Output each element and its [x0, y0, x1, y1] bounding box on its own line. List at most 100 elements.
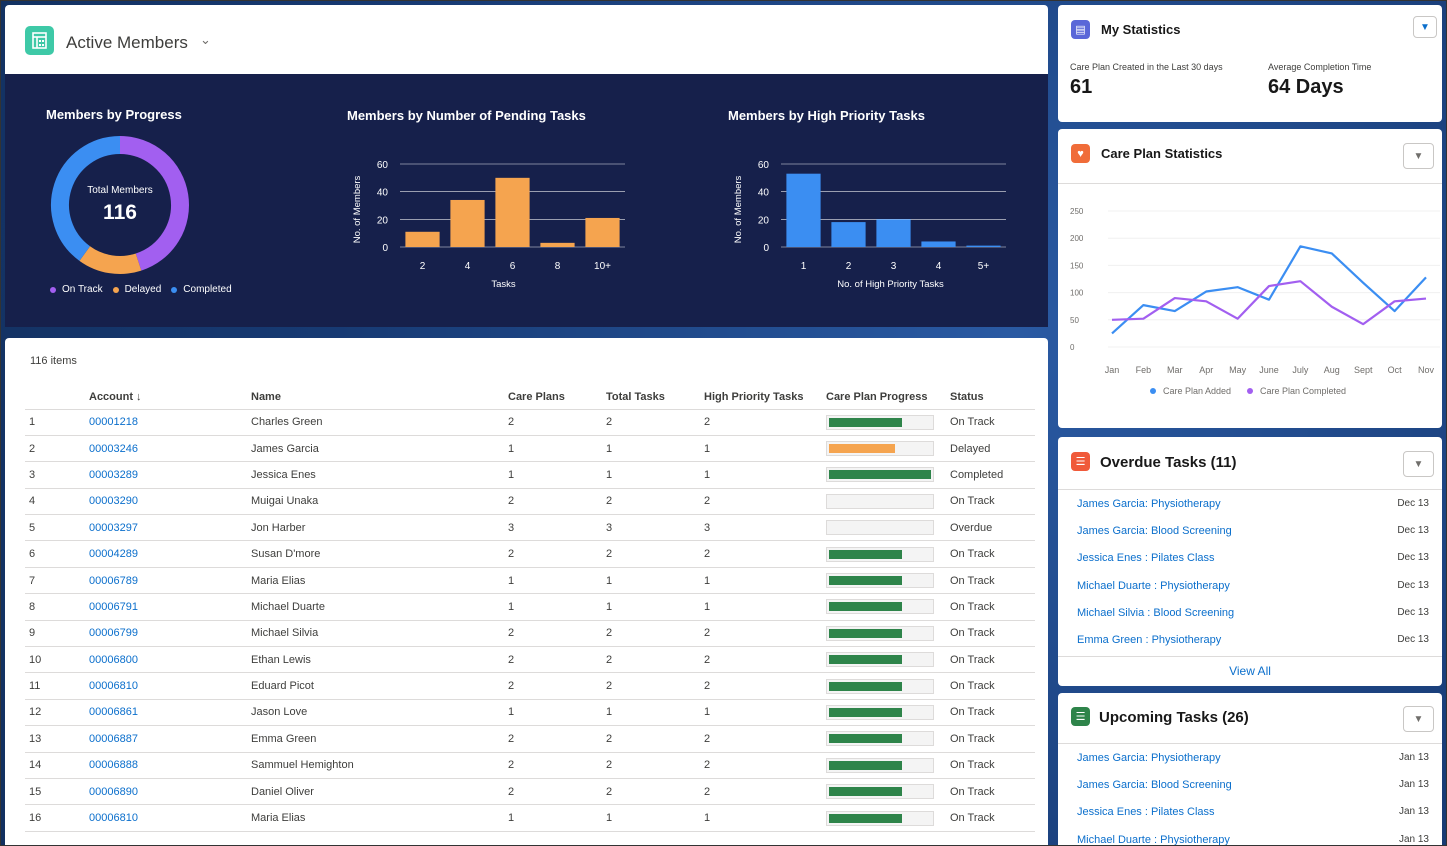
total-tasks-count: 2: [602, 646, 700, 674]
x-tick-label: 4: [465, 261, 471, 272]
upcoming-tasks-title: Upcoming Tasks (26): [1099, 709, 1249, 726]
task-item[interactable]: James Garcia: Physiotherapy Jan 13: [1077, 752, 1429, 764]
task-name-link[interactable]: Jessica Enes : Pilates Class: [1077, 552, 1215, 565]
member-name: Michael Duarte: [247, 593, 504, 621]
bar-2: [831, 222, 866, 247]
table-row[interactable]: 5 00003297 Jon Harber 3 3 3 Overdue: [25, 514, 1035, 542]
task-name-link[interactable]: Emma Green : Physiotherapy: [1077, 634, 1222, 646]
task-item[interactable]: James Garcia: Physiotherapy Dec 13: [1077, 498, 1429, 510]
col-care-plan-progress[interactable]: Care Plan Progress: [822, 385, 946, 410]
account-link[interactable]: 00006890: [85, 778, 247, 806]
table-row[interactable]: 9 00006799 Michael Silvia 2 2 2 On Track: [25, 620, 1035, 648]
row-number: 9: [25, 620, 85, 648]
task-item[interactable]: James Garcia: Blood Screening Dec 13: [1077, 525, 1429, 537]
task-name-link[interactable]: James Garcia: Physiotherapy: [1077, 752, 1221, 764]
legend-label: Care Plan Completed: [1260, 386, 1346, 396]
col-care-plans[interactable]: Care Plans: [504, 385, 602, 410]
task-name-link[interactable]: James Garcia: Physiotherapy: [1077, 498, 1221, 510]
table-row[interactable]: 15 00006890 Daniel Oliver 2 2 2 On Track: [25, 778, 1035, 806]
task-name-link[interactable]: James Garcia: Blood Screening: [1077, 779, 1232, 792]
progress-bar: [826, 441, 934, 457]
chevron-down-icon[interactable]: ⌄: [200, 32, 211, 47]
donut-slice-delayed: [79, 246, 142, 274]
table-row[interactable]: 16 00006810 Maria Elias 1 1 1 On Track: [25, 804, 1035, 832]
task-name-link[interactable]: Michael Silvia : Blood Screening: [1077, 606, 1235, 619]
account-link[interactable]: 00006887: [85, 725, 247, 753]
task-name-link[interactable]: James Garcia: Blood Screening: [1077, 525, 1232, 538]
row-number: 13: [25, 725, 85, 753]
table-row[interactable]: 4 00003290 Muigai Unaka 2 2 2 On Track: [25, 488, 1035, 516]
account-link[interactable]: 00006800: [85, 646, 247, 674]
x-tick-label: Mar: [1167, 365, 1183, 375]
task-name-link[interactable]: Jessica Enes : Pilates Class: [1077, 806, 1215, 819]
table-row[interactable]: 14 00006888 Sammuel Hemighton 2 2 2 On Track: [25, 752, 1035, 779]
col-name[interactable]: Name: [247, 385, 504, 410]
upcoming-dropdown[interactable]: ▼: [1403, 706, 1434, 732]
account-link[interactable]: 00004289: [85, 540, 247, 568]
account-link[interactable]: 00006791: [85, 593, 247, 621]
col-high-priority-tasks[interactable]: High Priority Tasks: [700, 385, 822, 410]
table-row[interactable]: 10 00006800 Ethan Lewis 2 2 2 On Track: [25, 646, 1035, 674]
account-link[interactable]: 00003297: [85, 514, 247, 542]
y-tick-label: 0: [382, 243, 388, 254]
y-tick-label: 0: [1070, 343, 1075, 352]
member-name: Charles Green: [247, 409, 504, 436]
care-plan-dropdown[interactable]: ▼: [1403, 143, 1434, 169]
progress-cell: [822, 514, 946, 542]
task-item[interactable]: Emma Green : Physiotherapy Dec 13: [1077, 634, 1429, 646]
x-tick-label: 3: [891, 261, 897, 272]
table-row[interactable]: 8 00006791 Michael Duarte 1 1 1 On Track: [25, 593, 1035, 621]
task-item[interactable]: Michael Duarte : Physiotherapy Jan 13: [1077, 834, 1429, 846]
account-link[interactable]: 00001218: [85, 409, 247, 436]
account-link[interactable]: 00006810: [85, 804, 247, 832]
task-name-link[interactable]: Michael Duarte : Physiotherapy: [1077, 579, 1230, 592]
account-link[interactable]: 00006861: [85, 699, 247, 727]
col-status[interactable]: Status: [946, 385, 1035, 410]
status-text: On Track: [946, 699, 1035, 727]
line-series-care-plan-completed: [1111, 280, 1427, 326]
table-row[interactable]: 6 00004289 Susan D'more 2 2 2 On Track: [25, 540, 1035, 568]
task-date: Jan 13: [1398, 833, 1429, 845]
total-tasks-count: 2: [602, 752, 700, 779]
table-row[interactable]: 1 00001218 Charles Green 2 2 2 On Track: [25, 409, 1035, 436]
table-row[interactable]: 3 00003289 Jessica Enes 1 1 1 Completed: [25, 461, 1035, 489]
task-name-link[interactable]: Michael Duarte : Physiotherapy: [1077, 833, 1230, 846]
task-item[interactable]: James Garcia: Blood Screening Jan 13: [1077, 779, 1429, 791]
col-total-tasks[interactable]: Total Tasks: [602, 385, 700, 410]
table-row[interactable]: 2 00003246 James Garcia 1 1 1 Delayed: [25, 435, 1035, 463]
account-link[interactable]: 00003290: [85, 488, 247, 516]
progress-bar-fill: [829, 707, 902, 717]
table-row[interactable]: 12 00006861 Jason Love 1 1 1 On Track: [25, 699, 1035, 727]
total-tasks-count: 1: [602, 461, 700, 489]
x-tick-label: Aug: [1324, 365, 1340, 375]
task-date: Dec 13: [1397, 606, 1429, 618]
col-account[interactable]: Account ↓: [85, 385, 247, 410]
total-tasks-count: 2: [602, 488, 700, 516]
account-link[interactable]: 00006799: [85, 620, 247, 648]
high-priority-count: 1: [700, 804, 822, 832]
care-plans-count: 2: [504, 672, 602, 700]
account-link[interactable]: 00003289: [85, 461, 247, 489]
legend-label: Care Plan Added: [1163, 386, 1231, 396]
status-text: On Track: [946, 488, 1035, 516]
view-all-link[interactable]: View All: [1229, 664, 1271, 678]
task-item[interactable]: Jessica Enes : Pilates Class Dec 13: [1077, 552, 1429, 564]
task-item[interactable]: Michael Duarte : Physiotherapy Dec 13: [1077, 580, 1429, 592]
task-item[interactable]: Michael Silvia : Blood Screening Dec 13: [1077, 607, 1429, 619]
table-row[interactable]: 7 00006789 Maria Elias 1 1 1 On Track: [25, 567, 1035, 595]
status-text: Delayed: [946, 435, 1035, 463]
progress-cell: [822, 488, 946, 516]
member-name: Maria Elias: [247, 567, 504, 595]
account-link[interactable]: 00003246: [85, 435, 247, 463]
account-link[interactable]: 00006789: [85, 567, 247, 595]
table-row[interactable]: 11 00006810 Eduard Picot 2 2 2 On Track: [25, 672, 1035, 700]
account-link[interactable]: 00006810: [85, 672, 247, 700]
overdue-dropdown[interactable]: ▼: [1403, 451, 1434, 477]
member-name: Jon Harber: [247, 514, 504, 542]
task-item[interactable]: Jessica Enes : Pilates Class Jan 13: [1077, 806, 1429, 818]
progress-bar: [826, 678, 934, 694]
table-row[interactable]: 13 00006887 Emma Green 2 2 2 On Track: [25, 725, 1035, 753]
my-statistics-dropdown[interactable]: ▼: [1413, 16, 1437, 38]
account-link[interactable]: 00006888: [85, 752, 247, 779]
progress-cell: [822, 593, 946, 621]
